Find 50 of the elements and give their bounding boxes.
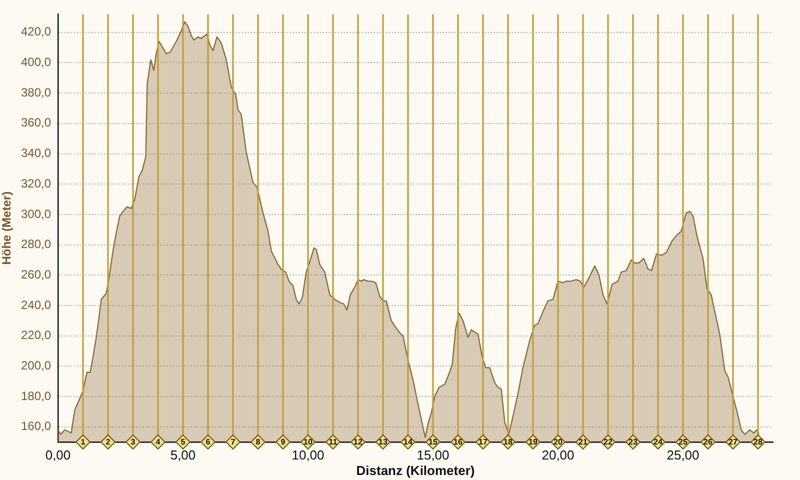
- ref-line-label: 13: [378, 438, 388, 447]
- y-tick-label: 420,0: [20, 24, 52, 39]
- y-tick-label: 200,0: [20, 358, 52, 372]
- x-axis-title: Distanz (Kilometer): [356, 462, 475, 478]
- y-axis-title: Höhe (Meter): [0, 191, 14, 265]
- ref-line-label: 11: [328, 438, 338, 447]
- ref-line-label: 6: [206, 438, 211, 447]
- x-tick-label: 15,00: [416, 447, 450, 462]
- ref-line-label: 28: [754, 438, 763, 447]
- ref-line-label: 2: [106, 438, 111, 447]
- y-tick-label: 260,0: [20, 267, 52, 282]
- ref-line-label: 1: [80, 438, 86, 447]
- ref-line-label: 8: [256, 438, 261, 447]
- ref-line-label: 19: [528, 438, 538, 447]
- ref-line-label: 12: [354, 438, 363, 447]
- ref-line-label: 22: [604, 438, 613, 447]
- y-tick-label: 360,0: [20, 116, 52, 130]
- x-tick-label: 25,00: [666, 447, 700, 462]
- ref-line-label: 17: [478, 438, 488, 447]
- ref-line-label: 16: [454, 438, 463, 447]
- y-tick-label: 320,0: [20, 176, 52, 190]
- y-tick-label: 220,0: [20, 328, 52, 342]
- x-tick-label: 0,00: [45, 447, 71, 462]
- ref-line-label: 26: [704, 438, 713, 447]
- x-tick-label: 5,00: [170, 447, 196, 462]
- x-tick-label: 20,00: [542, 447, 574, 462]
- y-tick-label: 300,0: [20, 206, 52, 221]
- y-tick-label: 400,0: [20, 55, 52, 70]
- ref-line-label: 9: [280, 438, 286, 447]
- ref-line-label: 15: [428, 438, 438, 447]
- ref-line-label: 4: [156, 438, 161, 447]
- y-tick-label: 340,0: [20, 146, 52, 160]
- x-tick-label: 10,00: [292, 447, 324, 462]
- ref-line-label: 20: [554, 438, 563, 447]
- ref-line-label: 3: [130, 438, 136, 447]
- ref-line-label: 21: [578, 438, 588, 447]
- y-tick-label: 280,0: [20, 237, 52, 252]
- y-tick-label: 180,0: [20, 388, 52, 403]
- ref-line-label: 14: [404, 438, 413, 447]
- ref-line-label: 27: [728, 438, 738, 447]
- ref-line-label: 10: [304, 438, 313, 447]
- ref-line-label: 25: [678, 438, 688, 447]
- ref-line-label: 24: [654, 438, 663, 447]
- ref-line-label: 5: [180, 438, 186, 447]
- y-tick-label: 240,0: [20, 298, 52, 312]
- y-tick-label: 380,0: [20, 85, 52, 100]
- ref-line-label: 7: [230, 438, 236, 447]
- ref-line-label: 23: [628, 438, 638, 447]
- y-tick-label: 160,0: [20, 419, 52, 434]
- ref-line-label: 18: [504, 438, 513, 447]
